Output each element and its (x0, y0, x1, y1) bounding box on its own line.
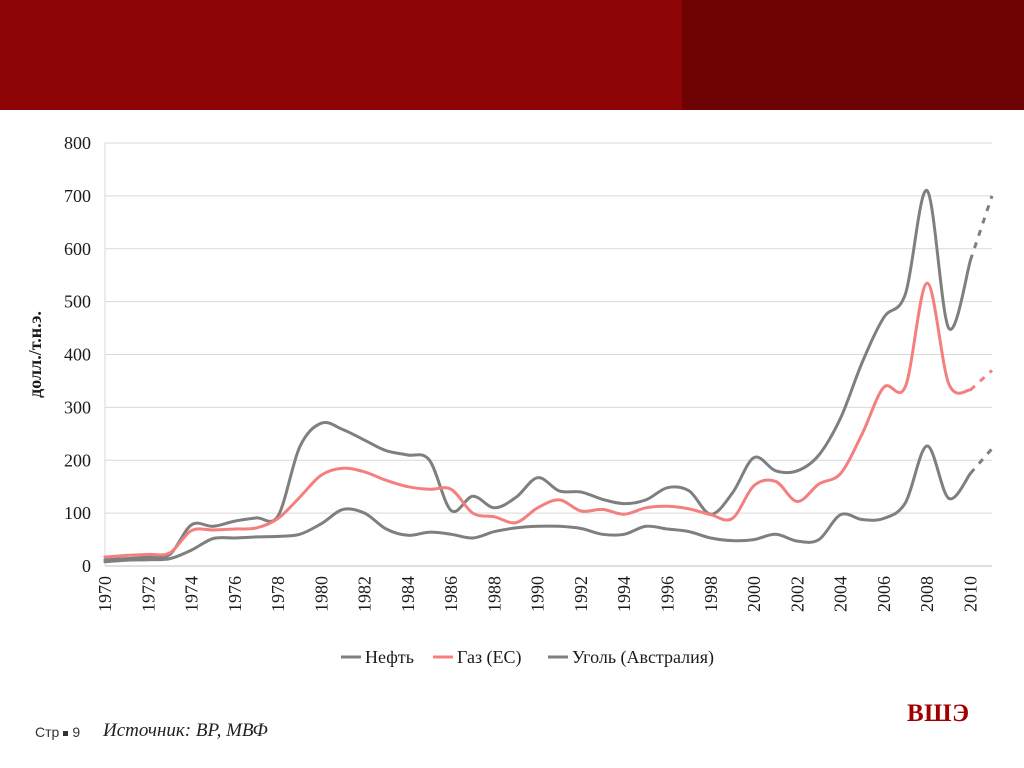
series-line (103, 189, 972, 562)
x-tick-label: 1974 (182, 576, 202, 612)
x-tick-label: 2008 (917, 576, 937, 612)
x-tick-label: 1986 (441, 576, 461, 612)
legend-label: Уголь (Австралия) (572, 647, 714, 668)
x-tick-label: 2006 (874, 576, 894, 612)
x-tick-label: 1996 (657, 576, 677, 612)
line-chart: 0 100 200 300 400 500 600 700 800 1970 1972 1974 197… (25, 133, 994, 668)
series-projection (968, 195, 994, 261)
x-tick-label: 1990 (528, 576, 548, 612)
x-tick-label: 1970 (95, 576, 115, 612)
y-tick-label: 100 (64, 503, 91, 523)
x-tick-label: 2002 (787, 576, 807, 612)
series-line (103, 444, 972, 564)
x-tick-label: 2010 (960, 576, 980, 612)
x-tick-label: 1994 (614, 576, 634, 612)
page-number-value: 9 (72, 724, 81, 740)
page-label: Стр (35, 724, 60, 740)
series-projection (969, 369, 994, 392)
legend-label: Газ (ЕС) (457, 647, 522, 668)
x-tick-label: 1980 (311, 576, 331, 612)
y-tick-label: 200 (64, 450, 91, 470)
x-tick-label: 1982 (355, 576, 375, 612)
y-tick-label: 500 (64, 292, 91, 312)
y-tick-label: 600 (64, 239, 91, 259)
x-tick-label: 2004 (831, 576, 851, 612)
y-tick-label: 300 (64, 397, 91, 417)
x-tick-label: 2000 (744, 576, 764, 612)
series-line (103, 281, 972, 559)
source-note: Источник: BP, МВФ (103, 720, 268, 741)
x-tick-label: 1978 (268, 576, 288, 612)
header-band-accent (682, 0, 1024, 110)
legend-label: Нефть (365, 647, 414, 667)
x-tick-label: 1988 (484, 576, 504, 612)
hse-logo: ВШЭ (907, 700, 970, 727)
x-tick-label: 1998 (701, 576, 721, 612)
page-number: Стр 9 (35, 724, 80, 740)
y-axis-label: долл./т.н.э. (25, 311, 45, 398)
y-tick-label: 400 (64, 345, 91, 365)
y-tick-label: 700 (64, 186, 91, 206)
x-tick-label: 1976 (225, 576, 245, 612)
series-projection (969, 447, 994, 475)
y-tick-label: 800 (64, 133, 91, 153)
x-tick-label: 1992 (571, 576, 591, 612)
x-tick-label: 1984 (398, 576, 418, 612)
x-tick-label: 1972 (138, 576, 158, 612)
y-tick-label: 0 (82, 556, 91, 576)
bullet-icon (63, 730, 69, 736)
